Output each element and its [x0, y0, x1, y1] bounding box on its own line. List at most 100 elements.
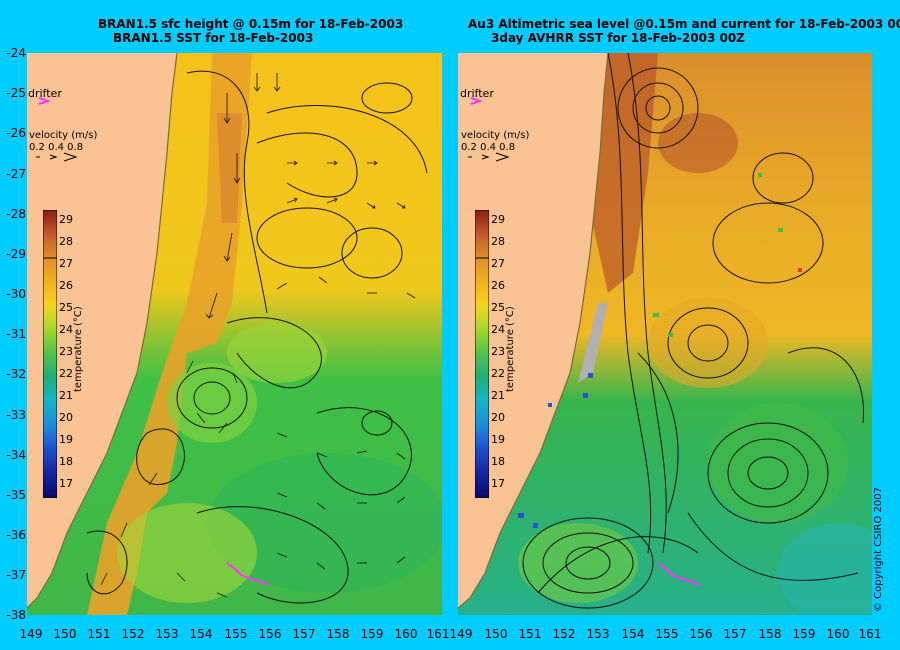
y-tick-label: -28 [6, 207, 26, 221]
colorbar-tick: 18 [491, 455, 505, 468]
colorbar-tick: 22 [491, 367, 505, 380]
right-title-line2: 3day AVHRR SST for 18-Feb-2003 00Z [491, 31, 745, 45]
warm-current-band [87, 53, 252, 615]
velocity-arrows-left [36, 152, 78, 162]
colorbar-tick: 28 [59, 235, 73, 248]
y-tick-label: -24 [6, 46, 26, 60]
land-mass [27, 53, 177, 608]
x-tick-label: 157 [292, 627, 316, 641]
x-tick-label: 154 [621, 627, 645, 641]
x-tick-label: 156 [689, 627, 713, 641]
y-tick-label: -38 [6, 608, 26, 622]
x-tick-label: 155 [224, 627, 248, 641]
warm-core [588, 53, 658, 293]
colorbar-tick: 18 [59, 455, 73, 468]
colorbar-tick: 26 [491, 279, 505, 292]
x-tick-label: 153 [586, 627, 610, 641]
colorbar-tick: 21 [59, 389, 73, 402]
right-map [458, 53, 872, 615]
y-tick-label: -26 [6, 126, 26, 140]
drifter-track [657, 562, 701, 586]
x-tick-label: 150 [484, 627, 508, 641]
colorbar-tick: 19 [59, 433, 73, 446]
velocity-arrows-right [468, 152, 510, 162]
x-tick-label: 158 [326, 627, 350, 641]
left-map-panel [27, 53, 442, 615]
sea-level-contours [86, 70, 428, 604]
colorbar-tick: 21 [491, 389, 505, 402]
warm-eddy [658, 113, 738, 173]
y-tick-label: -36 [6, 528, 26, 542]
x-tick-label: 160 [394, 627, 418, 641]
y-tick-label: -33 [6, 408, 26, 422]
x-tick-label: 151 [518, 627, 542, 641]
colorbar-title-left: temperature (°C) [73, 306, 84, 392]
colorbar-tick: 20 [491, 411, 505, 424]
temperature-colorbar-left [43, 210, 57, 498]
colorbar-tick: 26 [59, 279, 73, 292]
colorbar-tick: 25 [59, 301, 73, 314]
y-tick-label: -25 [6, 86, 26, 100]
cool-patch [207, 453, 442, 593]
colorbar-tick: 27 [491, 257, 505, 270]
y-tick-label: -31 [6, 327, 26, 341]
x-tick-label: 159 [792, 627, 816, 641]
x-tick-label: 152 [552, 627, 576, 641]
y-tick-label: -35 [6, 488, 26, 502]
y-tick-label: -27 [6, 167, 26, 181]
x-tick-label: 157 [723, 627, 747, 641]
colorbar-tick: 28 [491, 235, 505, 248]
colorbar-tick: 29 [491, 213, 505, 226]
y-tick-label: -34 [6, 448, 26, 462]
x-tick-label: 154 [189, 627, 213, 641]
y-tick-label: -32 [6, 367, 26, 381]
x-tick-label: 149 [19, 627, 43, 641]
cool-patch [117, 503, 257, 603]
velocity-vectors [100, 73, 416, 598]
x-tick-label: 161 [858, 627, 882, 641]
velocity-scale-right: 0.2 0.4 0.8 [461, 142, 516, 153]
copyright-notice: © Copyright CSIRO 2007 [873, 487, 884, 612]
sst-speckles [518, 173, 802, 528]
drifter-marker-left [38, 97, 50, 105]
colorbar-tick: 23 [59, 345, 73, 358]
right-title-line1: Au3 Altimetric sea level @0.15m and curr… [468, 17, 900, 31]
x-tick-label: 151 [87, 627, 111, 641]
x-tick-label: 160 [826, 627, 850, 641]
colorbar-tick: 29 [59, 213, 73, 226]
cool-patch [778, 523, 872, 615]
drifter-marker-right [470, 97, 482, 105]
colorbar-title-right: temperature (°C) [505, 306, 516, 392]
cold-eddy [167, 363, 257, 443]
cool-patch [227, 323, 327, 383]
colorbar-tick: 27 [59, 257, 73, 270]
temperature-colorbar-right [475, 210, 489, 498]
x-tick-label: 159 [360, 627, 384, 641]
velocity-title-right: velocity (m/s) [461, 130, 530, 141]
left-title-line2: BRAN1.5 SST for 18-Feb-2003 [113, 31, 314, 45]
sea-level-contours [522, 53, 865, 609]
warm-core [217, 113, 242, 223]
velocity-scale-left: 0.2 0.4 0.8 [29, 142, 84, 153]
colorbar-tick: 22 [59, 367, 73, 380]
x-tick-label: 152 [121, 627, 145, 641]
coastline [27, 53, 178, 609]
cloud-mask [578, 303, 608, 383]
drifter-track [226, 562, 270, 586]
colorbar-tick: 25 [491, 301, 505, 314]
left-title-line1: BRAN1.5 sfc height @ 0.15m for 18-Feb-20… [98, 17, 404, 31]
x-tick-label: 149 [449, 627, 473, 641]
x-tick-label: 155 [655, 627, 679, 641]
x-tick-label: 161 [426, 627, 450, 641]
colorbar-tick: 17 [59, 477, 73, 490]
cool-eddy [708, 403, 848, 523]
colorbar-tick: 20 [59, 411, 73, 424]
left-map [27, 53, 442, 615]
warm-eddy [648, 298, 768, 388]
colorbar-tick: 23 [491, 345, 505, 358]
x-tick-label: 156 [258, 627, 282, 641]
y-tick-label: -30 [6, 287, 26, 301]
x-tick-label: 153 [155, 627, 179, 641]
x-tick-label: 158 [758, 627, 782, 641]
